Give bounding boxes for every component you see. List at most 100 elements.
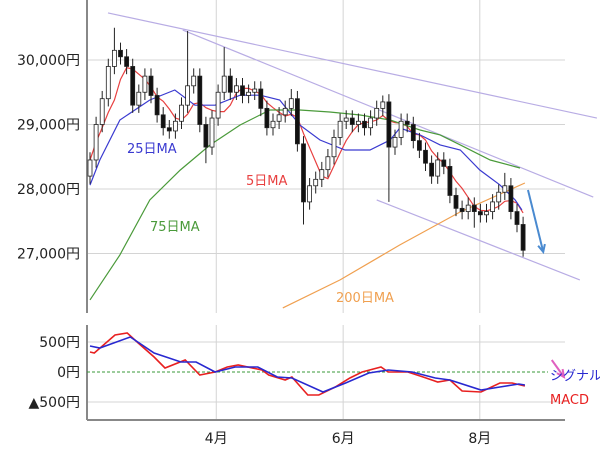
candle	[496, 184, 502, 210]
candle-body-down	[154, 95, 160, 116]
candle	[252, 81, 258, 100]
candle	[118, 42, 123, 65]
candle-body-down	[514, 211, 520, 225]
candle	[447, 158, 453, 204]
candle	[343, 110, 349, 130]
candle-body-down	[416, 140, 422, 151]
macd-label: MACD	[550, 393, 589, 408]
candle-body-up	[484, 211, 489, 216]
candle	[392, 129, 398, 155]
candle	[124, 49, 129, 75]
candle-body-down	[227, 75, 233, 93]
candle-body-up	[136, 91, 142, 106]
candle	[148, 68, 154, 104]
candle	[307, 178, 313, 210]
candle-body-down	[404, 120, 410, 125]
month-tick-label: 6月	[332, 431, 355, 447]
candle	[276, 107, 282, 130]
candle	[398, 113, 404, 146]
candle-body-down	[166, 127, 172, 132]
macd-down-arrow-head-icon	[556, 368, 566, 379]
macd-tick-label: ▲500円	[29, 395, 81, 411]
ma75-label: 75日MA	[150, 220, 200, 235]
candle	[362, 113, 367, 136]
price-tick-label: 27,000円	[17, 247, 80, 263]
candle	[99, 90, 105, 133]
moving-average-line	[282, 182, 526, 309]
candle-body-down	[386, 101, 392, 148]
macd-tick-label: 0円	[57, 365, 80, 381]
candle	[471, 197, 477, 228]
candle-body-up	[374, 107, 380, 119]
candle-body-down	[118, 49, 123, 58]
down-arrow-head-icon	[537, 243, 546, 255]
candle	[130, 58, 136, 113]
candle-body-up	[288, 98, 294, 109]
candle	[435, 152, 441, 184]
candle	[87, 152, 93, 184]
candle	[240, 78, 245, 104]
macd-series-line	[89, 336, 526, 393]
candle-body-down	[203, 124, 209, 148]
moving-average-line	[89, 89, 523, 211]
candle	[154, 87, 160, 123]
ma5-label: 5日MA	[246, 174, 287, 189]
candle	[349, 110, 355, 133]
candle	[191, 68, 197, 94]
candle-body-up	[246, 91, 252, 96]
candle-body-up	[276, 114, 282, 122]
candle	[429, 155, 435, 184]
candle	[386, 94, 392, 202]
candle-body-down	[423, 149, 428, 164]
candle	[270, 113, 276, 136]
candle	[319, 161, 325, 188]
candle-body-up	[325, 156, 331, 171]
candle	[264, 100, 270, 136]
candle	[197, 68, 203, 133]
price-tick-label: 28,000円	[17, 182, 80, 198]
candle-body-down	[258, 88, 264, 109]
candle-body-up	[93, 124, 99, 161]
candle-body-down	[410, 124, 416, 142]
candle-body-up	[337, 120, 343, 138]
candle-body-down	[301, 143, 306, 203]
candle-body-up	[221, 75, 227, 93]
candle	[325, 149, 331, 178]
candle-body-down	[349, 117, 355, 125]
candle-body-down	[520, 224, 526, 251]
candle-body-down	[429, 162, 435, 177]
candle	[112, 27, 117, 75]
candle	[459, 200, 465, 220]
moving-average-line	[89, 109, 521, 301]
candle	[227, 68, 233, 100]
candle	[136, 84, 142, 113]
candle-body-up	[490, 201, 496, 212]
month-tick-label: 8月	[468, 431, 491, 447]
candle-body-up	[496, 191, 502, 203]
price-tick-label: 29,000円	[17, 118, 80, 134]
candle	[215, 84, 221, 126]
moving-average-line	[89, 67, 524, 214]
candle	[179, 97, 184, 130]
candle-body-down	[240, 85, 245, 96]
candle	[404, 113, 410, 133]
candle	[484, 203, 489, 223]
candle	[514, 203, 520, 233]
candle	[416, 132, 422, 159]
candle	[221, 47, 227, 100]
candle	[258, 81, 264, 117]
candle	[209, 110, 215, 155]
candle	[203, 116, 209, 164]
signal-label: シグナル	[550, 369, 600, 384]
candle	[374, 100, 380, 126]
candle	[502, 172, 508, 200]
candle-body-up	[380, 101, 386, 109]
candle	[508, 178, 514, 220]
candle-body-up	[185, 85, 191, 106]
candle-body-down	[264, 107, 270, 129]
candle-body-down	[148, 75, 154, 96]
candle	[160, 107, 166, 136]
candle-body-up	[99, 98, 105, 125]
candle-body-up	[112, 49, 117, 67]
